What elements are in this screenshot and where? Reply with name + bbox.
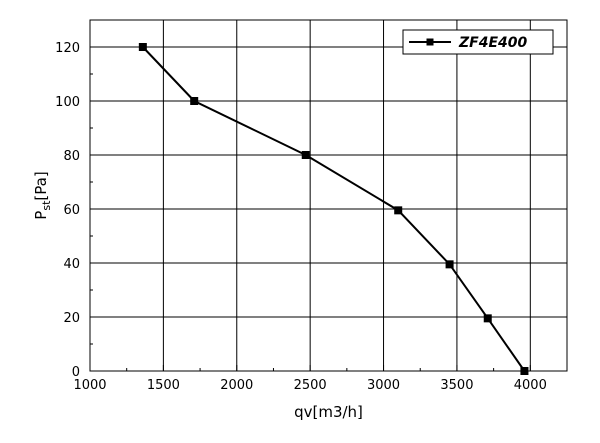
x-tick-label: 2000 <box>220 378 253 393</box>
series-group <box>138 43 529 375</box>
x-tick-label: 3500 <box>440 378 473 393</box>
x-tick-label: 3000 <box>367 378 400 393</box>
y-tick-label: 60 <box>63 203 80 218</box>
data-point <box>190 97 199 105</box>
y-tick-label: 40 <box>63 257 80 272</box>
x-axis-label: qv[m3/h] <box>294 403 363 421</box>
y-tick-label: 100 <box>55 95 80 110</box>
legend-label: ZF4E400 <box>458 35 528 51</box>
data-point <box>138 43 147 51</box>
x-tick-label: 1000 <box>73 378 106 393</box>
plot-frame <box>89 19 568 372</box>
data-point <box>483 314 492 323</box>
x-tick-labels: 1000 1500 2000 2500 3000 3500 4000 <box>73 378 546 393</box>
grid <box>89 20 567 372</box>
y-axis-label: Pst[Pa] <box>32 171 53 219</box>
data-point <box>394 206 403 215</box>
x-tick-label: 2500 <box>294 378 327 393</box>
y-tick-label: 80 <box>63 149 80 164</box>
data-point <box>445 260 454 269</box>
y-tick-label: 20 <box>63 311 80 326</box>
y-axis-label-unit: [Pa] <box>32 171 50 200</box>
data-point <box>301 151 310 159</box>
y-axis-label-subscript: st <box>40 200 53 211</box>
data-point <box>520 367 529 375</box>
y-axis-label-main: P <box>32 211 50 220</box>
y-tick-label: 0 <box>72 365 80 380</box>
legend: ZF4E400 <box>402 29 554 55</box>
y-tick-label: 120 <box>55 41 80 56</box>
axis-ticks <box>89 46 531 372</box>
x-tick-label: 4000 <box>514 378 547 393</box>
x-tick-label: 1500 <box>147 378 180 393</box>
legend-marker-swatch <box>426 38 434 46</box>
y-tick-labels: 0 20 40 60 80 100 120 <box>55 41 80 380</box>
